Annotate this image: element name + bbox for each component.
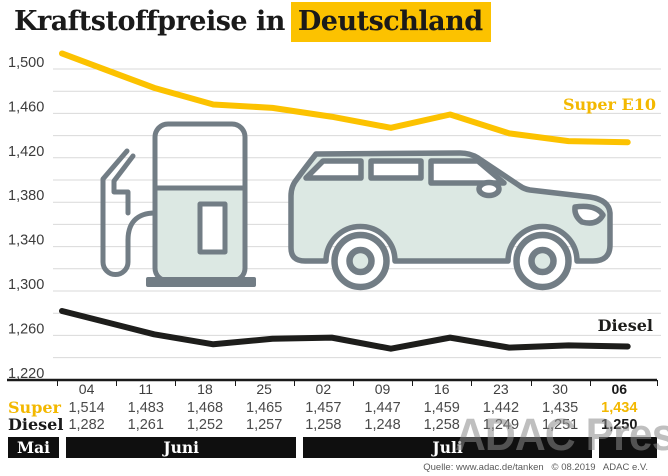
date-cell: 25 [234,380,294,398]
diesel-value-cell: 1,258 [305,416,342,433]
y-axis-tick-label: 1,340 [8,233,44,249]
date-cell: 16 [412,380,471,398]
date-cell: 23 [471,380,530,398]
diesel-value-cell: 1,248 [364,416,401,433]
y-axis-tick-label: 1,420 [8,144,44,160]
axis-end-tick [657,380,658,386]
diesel-value-cell: 1,258 [423,416,460,433]
month-bar: Mai Juni Juli [0,437,668,458]
y-axis-tick-label: 1,380 [8,188,44,204]
y-axis-labels: 1,500 1,460 1,420 1,380 1,340 1,300 1,260 1,220 [8,55,44,382]
date-header-row: 04 11 18 25 02 09 16 23 30 06 [0,380,668,398]
month-box-juli: Juli [303,437,593,458]
y-axis-tick-label: 1,300 [8,277,44,293]
series-line-diesel [59,307,631,352]
diesel-value-cell: 1,250 [601,416,638,433]
super-value-cell: 1,442 [482,399,520,416]
car-front-window [428,158,507,186]
diesel-row-label: Diesel [8,414,64,434]
super-value-cell: 1,514 [68,399,105,416]
series-labels: Super E10 Diesel [563,95,656,335]
series-label-diesel: Diesel [598,316,653,335]
month-box [599,437,658,458]
diesel-value-cell: 1,257 [246,416,283,433]
series-label-super-e10: Super E10 [563,95,656,114]
super-value-cell: 1,459 [423,399,460,416]
month-box-juni: Juni [66,437,297,458]
y-axis-tick-label: 1,220 [8,366,44,382]
car-rear-window [303,158,364,181]
super-value-cell: 1,434 [601,399,638,416]
car-mid-window [368,158,424,181]
super-value-cell: 1,468 [186,399,224,416]
car-mirror [476,179,502,199]
diesel-value-cell: 1,252 [186,416,224,433]
diesel-value-cell: 1,249 [482,416,520,433]
date-cell: 04 [57,380,116,398]
date-cell: 30 [530,380,590,398]
date-cell: 06 [589,380,649,398]
diesel-value-cell: 1,261 [127,416,164,433]
date-cell: 18 [175,380,234,398]
page-title: Kraftstoffpreise in Deutschland [14,2,491,42]
car-rear-hub [346,246,375,276]
super-row-label: Super [8,397,61,417]
y-axis-tick-label: 1,460 [8,99,44,115]
fuel-pump-icon [100,121,256,287]
car-icon [288,150,613,291]
date-cell: 02 [293,380,353,398]
y-axis-tick-label: 1,500 [8,55,44,71]
source-note: Quelle: www.adac.de/tanken © 08.2019 ADA… [423,462,648,473]
car-headlight [572,203,606,226]
super-value-cell: 1,465 [246,399,283,416]
super-value-cell: 1,457 [305,399,342,416]
diesel-value-cell: 1,282 [68,416,105,433]
month-box-mai: Mai [8,437,59,458]
diesel-price-row: Diesel 1,282 1,261 1,252 1,257 1,258 1,248 1,2… [0,416,668,433]
super-value-cell: 1,435 [541,399,579,416]
super-value-cell: 1,447 [364,399,401,416]
super-value-cell: 1,483 [127,399,164,416]
car-front-hub [528,246,557,276]
title-highlight: Deutschland [290,2,491,42]
title-prefix: Kraftstoffpreise in [14,6,285,37]
data-lines [59,50,631,352]
series-line-super-e10 [59,50,631,146]
diesel-value-cell: 1,251 [541,416,579,433]
date-cell: 11 [116,380,175,398]
date-cell: 09 [352,380,412,398]
super-price-row: Super 1,514 1,483 1,468 1,465 1,457 1,447 1,45… [0,399,668,416]
y-axis-tick-label: 1,260 [8,321,44,337]
